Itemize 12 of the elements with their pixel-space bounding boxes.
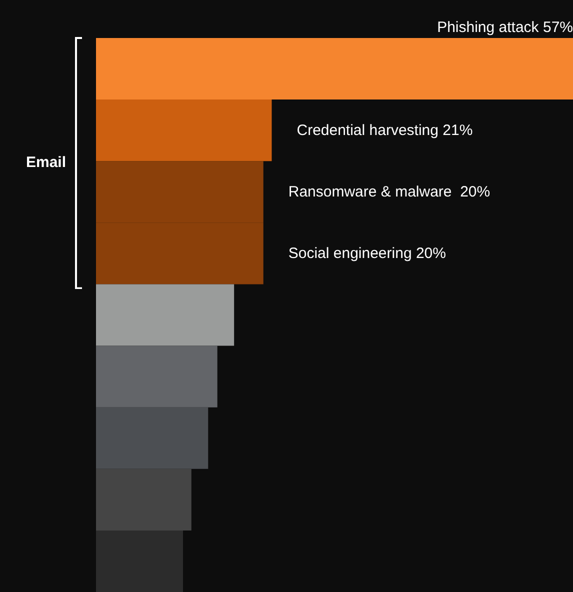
bar (96, 100, 272, 162)
bar (96, 284, 234, 346)
bar (96, 38, 573, 100)
bar (96, 468, 192, 530)
bar (96, 346, 218, 408)
data-label: Social engineering 20% (288, 244, 446, 262)
bar (96, 407, 208, 469)
data-label: Phishing attack 57% (437, 19, 573, 36)
bar (96, 530, 184, 592)
data-label: Ransomware & malware 20% (288, 183, 490, 200)
data-label: Credential harvesting 21% (296, 122, 473, 139)
text: Email (26, 154, 66, 172)
